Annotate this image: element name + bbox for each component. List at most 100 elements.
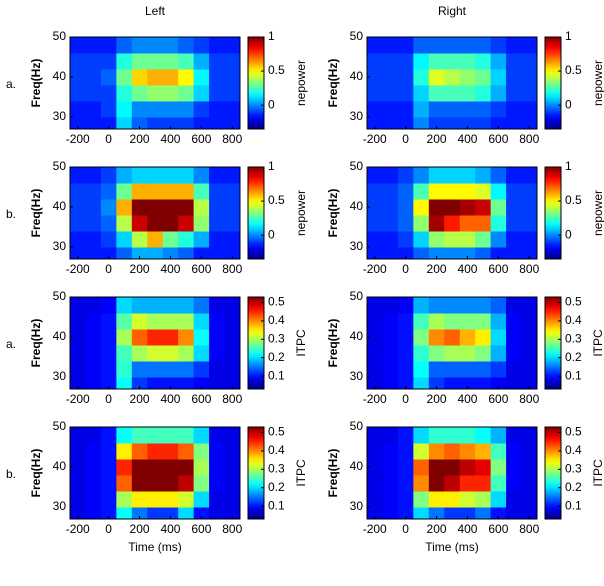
heatmap-cell	[428, 199, 445, 216]
heatmap-cell	[397, 443, 414, 460]
y-tick-label: 40	[53, 69, 67, 83]
heatmap-cell	[209, 231, 226, 248]
heatmap-cell	[147, 167, 164, 184]
heatmap-cell	[506, 507, 523, 519]
x-tick-label: 600	[488, 132, 508, 146]
heatmap-cell	[147, 329, 164, 346]
heatmap-cell	[397, 85, 414, 102]
y-tick-label: 40	[53, 329, 67, 343]
heatmap-cell	[100, 491, 117, 508]
y-axis-label: Freq(Hz)	[326, 189, 340, 238]
heatmap-cell	[224, 215, 240, 232]
heatmap	[70, 167, 240, 259]
colorbar-tick-label: 0.5	[565, 295, 582, 309]
heatmap-cell	[506, 215, 523, 232]
x-tick-label: 800	[519, 522, 539, 536]
heatmap-cell	[413, 247, 430, 259]
heatmap-cell	[178, 329, 195, 346]
heatmap-cell	[506, 377, 523, 389]
heatmap-cell	[178, 361, 195, 378]
heatmap-cell	[224, 199, 240, 216]
heatmap-cell	[178, 167, 195, 184]
colorbar-tick-label: 0.5	[565, 425, 582, 439]
heatmap-cell	[459, 247, 476, 259]
heatmap-cell	[224, 297, 240, 314]
heatmap-cell	[100, 507, 117, 519]
heatmap-cell	[475, 297, 492, 314]
heatmap-cell	[193, 85, 210, 102]
heatmap-cell	[382, 329, 399, 346]
heatmap-cell	[444, 475, 461, 492]
heatmap-cell	[475, 101, 492, 118]
heatmap-cell	[506, 345, 523, 362]
y-tick-label: 30	[53, 499, 67, 513]
heatmap-cell	[70, 69, 86, 86]
heatmap-cell	[193, 443, 210, 460]
heatmap-cell	[85, 183, 102, 200]
x-tick-label: 0	[402, 132, 409, 146]
heatmap-cell	[444, 377, 461, 389]
row-label: b.	[6, 207, 16, 221]
heatmap-cell	[162, 167, 179, 184]
heatmap-cell	[475, 361, 492, 378]
heatmap-cell	[85, 215, 102, 232]
heatmap-cell	[413, 507, 430, 519]
x-axis-label: Time (ms)	[425, 540, 479, 554]
heatmap-cell	[413, 443, 430, 460]
heatmap-cell	[490, 475, 507, 492]
heatmap-cell	[521, 427, 537, 444]
y-tick-label: 50	[350, 289, 364, 303]
x-tick-label: 400	[160, 522, 180, 536]
heatmap-cell	[224, 361, 240, 378]
heatmap-cell	[70, 53, 86, 70]
heatmap-cell	[397, 475, 414, 492]
heatmap-cell	[193, 427, 210, 444]
heatmap-cell	[131, 475, 148, 492]
heatmap-cell	[367, 215, 383, 232]
heatmap-cell	[131, 37, 148, 54]
heatmap-cell	[70, 85, 86, 102]
heatmap-cell	[367, 85, 383, 102]
heatmap-cell	[162, 313, 179, 330]
heatmap-cell	[367, 247, 383, 259]
heatmap	[367, 167, 537, 259]
heatmap-cell	[444, 443, 461, 460]
heatmap-cell	[70, 475, 86, 492]
heatmap-cell	[367, 475, 383, 492]
heatmap-cell	[178, 427, 195, 444]
heatmap-cell	[178, 117, 195, 129]
heatmap-cell	[521, 247, 537, 259]
heatmap-cell	[490, 167, 507, 184]
heatmap-cell	[147, 101, 164, 118]
heatmap-cell	[162, 117, 179, 129]
heatmap-cell	[521, 101, 537, 118]
heatmap-cell	[209, 69, 226, 86]
heatmap-cell	[397, 459, 414, 476]
y-tick-label: 40	[350, 69, 364, 83]
heatmap-cell	[85, 53, 102, 70]
heatmap-cell	[382, 427, 399, 444]
heatmap	[70, 297, 240, 389]
heatmap-cell	[428, 377, 445, 389]
y-axis-label: Freq(Hz)	[29, 449, 43, 498]
colorbar-tick-label: 0.5	[268, 295, 285, 309]
heatmap-cell	[459, 475, 476, 492]
heatmap-cell	[521, 313, 537, 330]
heatmap-cell	[413, 117, 430, 129]
heatmap-cell	[382, 85, 399, 102]
heatmap-cell	[444, 167, 461, 184]
heatmap-cell	[506, 491, 523, 508]
heatmap-cell	[100, 459, 117, 476]
heatmap-cell	[475, 459, 492, 476]
y-tick-label: 30	[53, 109, 67, 123]
heatmap-cell	[116, 215, 133, 232]
heatmap-cell	[100, 231, 117, 248]
colorbar-tick-label: 0.4	[565, 443, 582, 457]
heatmap-cell	[193, 167, 210, 184]
heatmap-cell	[85, 101, 102, 118]
x-tick-label: 400	[160, 392, 180, 406]
heatmap-cell	[428, 37, 445, 54]
heatmap-cell	[444, 215, 461, 232]
heatmap-cell	[131, 329, 148, 346]
heatmap-cell	[116, 117, 133, 129]
